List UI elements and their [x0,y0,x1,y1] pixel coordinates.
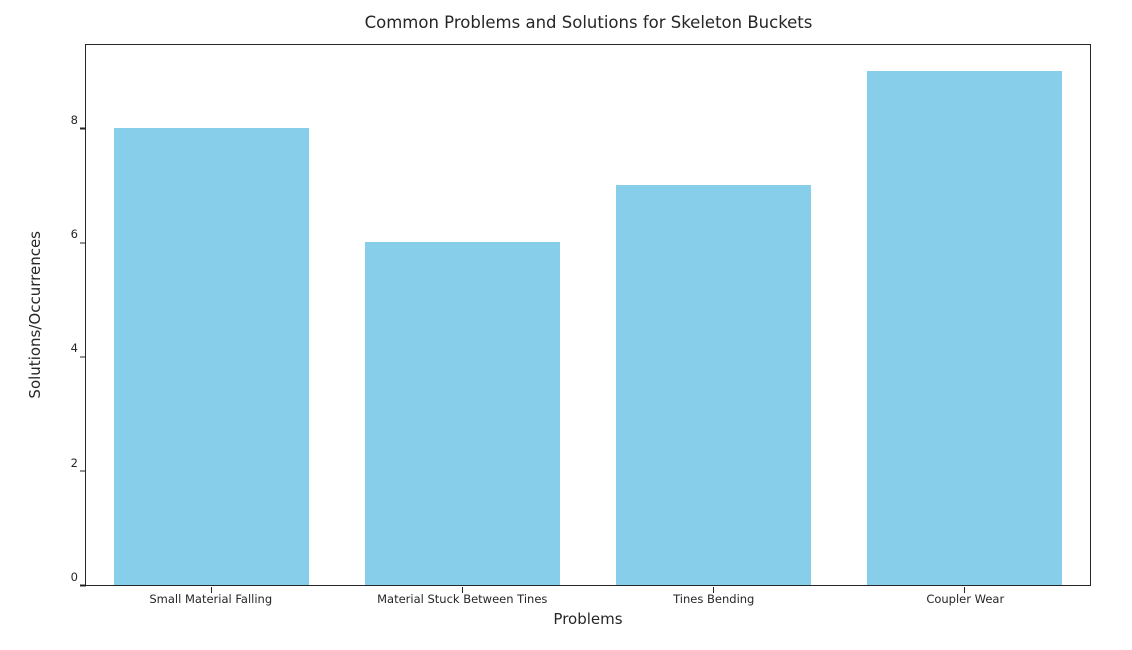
y-tick-label: 6 [70,227,78,242]
bar-4 [866,70,1063,585]
bars-row [86,45,1090,585]
y-tick-mark [80,127,86,130]
bar-slot [839,45,1090,585]
x-tick-label: Coupler Wear [926,592,1005,606]
x-tick-mark [210,586,213,593]
x-tick-mark [461,586,464,593]
x-axis-label: Problems [553,610,623,628]
bar-slot [86,45,337,585]
bar-slot [337,45,588,585]
y-tick-mark [80,584,86,587]
bar-2 [364,242,561,585]
y-tick-label: 0 [70,570,78,584]
y-tick-label: 4 [70,341,78,356]
chart-title: Common Problems and Solutions for Skelet… [364,13,813,32]
y-axis-label: Solutions/Occurrences [26,231,44,399]
bar-1 [113,127,310,585]
x-tick-mark [712,586,715,593]
bar-3 [615,185,812,585]
x-tick-labels: Small Material Falling Material Stuck Bet… [85,592,1091,606]
y-tick-label: 2 [70,455,78,470]
x-tick-label: Tines Bending [673,592,755,606]
y-tick-mark [80,470,86,472]
x-tick-mark [963,586,966,593]
x-tick-label: Small Material Falling [149,592,273,606]
x-tick-label: Material Stuck Between Tines [377,592,548,606]
y-tick-mark [80,356,86,358]
plot-area: 0 2 4 6 8 [71,44,1091,593]
y-tick-label: 8 [70,112,78,127]
bar-slot [588,45,839,585]
y-tick-mark [80,242,86,244]
